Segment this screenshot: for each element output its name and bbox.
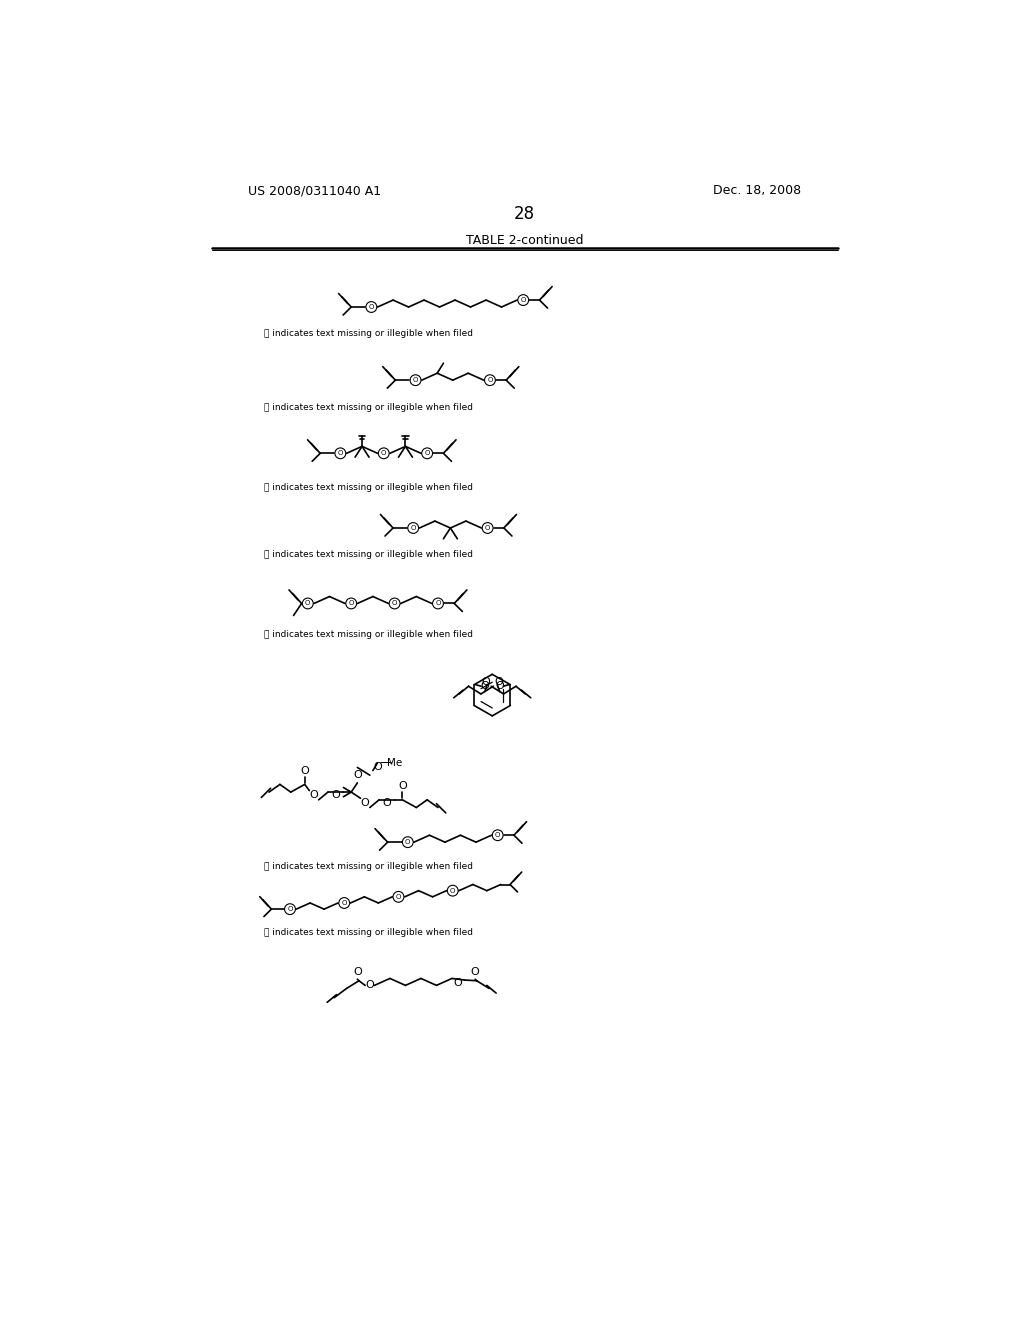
Text: TABLE 2-continued: TABLE 2-continued [466,234,584,247]
Text: —: — [379,756,391,770]
Text: O: O [300,766,309,776]
Text: O: O [392,601,397,606]
Text: O: O [435,601,440,606]
Text: O: O [381,450,386,457]
Text: O: O [450,887,456,894]
Text: ⓨ indicates text missing or illegible when filed: ⓨ indicates text missing or illegible wh… [263,330,473,338]
Text: O: O [406,840,411,845]
Text: O: O [338,450,343,457]
Text: O: O [332,791,340,800]
Text: O: O [396,894,401,900]
Text: O: O [369,304,374,310]
Text: 28: 28 [514,205,536,223]
Text: ⓨ indicates text missing or illegible when filed: ⓨ indicates text missing or illegible wh… [263,928,473,937]
Text: O: O [495,677,504,686]
Text: O: O [353,966,361,977]
Text: O: O [288,906,293,912]
Text: ⓨ indicates text missing or illegible when filed: ⓨ indicates text missing or illegible wh… [263,550,473,560]
Text: ⓨ indicates text missing or illegible when filed: ⓨ indicates text missing or illegible wh… [263,483,473,492]
Text: O: O [411,525,416,531]
Text: O: O [425,450,430,457]
Text: ⓨ indicates text missing or illegible when filed: ⓨ indicates text missing or illegible wh… [263,403,473,412]
Text: O: O [373,763,382,772]
Text: O: O [413,378,418,383]
Text: ⓨ indicates text missing or illegible when filed: ⓨ indicates text missing or illegible wh… [263,862,473,871]
Text: US 2008/0311040 A1: US 2008/0311040 A1 [248,185,381,197]
Text: O: O [383,797,391,808]
Text: O: O [495,832,501,838]
Text: O: O [348,601,354,606]
Text: Me: Me [387,758,402,768]
Text: O: O [487,378,493,383]
Text: O: O [398,781,407,791]
Text: O: O [342,900,347,906]
Text: O: O [496,681,504,692]
Text: O: O [471,966,479,977]
Text: O: O [305,601,310,606]
Text: O: O [366,981,374,990]
Text: O: O [520,297,526,304]
Text: ⓨ indicates text missing or illegible when filed: ⓨ indicates text missing or illegible wh… [263,630,473,639]
Text: Dec. 18, 2008: Dec. 18, 2008 [714,185,802,197]
Text: O: O [454,978,463,989]
Text: O: O [360,797,370,808]
Text: O: O [353,770,361,780]
Text: O: O [480,681,489,692]
Text: O: O [485,525,490,531]
Text: O: O [309,791,318,800]
Text: O: O [481,677,489,686]
